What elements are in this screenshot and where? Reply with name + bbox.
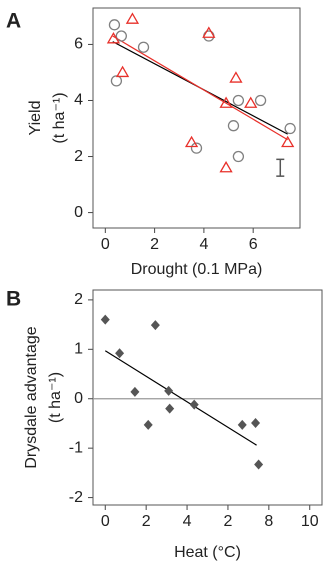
x-tick-label: 4 [183, 513, 192, 530]
y-tick-label: 4 [74, 92, 83, 109]
panel-label: B [6, 288, 21, 311]
point [115, 348, 125, 359]
x-tick-label: 0 [101, 513, 110, 530]
y-tick-label: 1 [74, 341, 83, 358]
y-axis-label: (t ha⁻¹) [47, 372, 64, 423]
x-tick-label: 4 [199, 236, 208, 253]
y-tick-label: -2 [69, 489, 83, 506]
point [254, 459, 264, 470]
point [232, 150, 245, 163]
y-tick-label: 6 [74, 36, 83, 53]
x-tick-label: 2 [150, 236, 159, 253]
y-axis-label: Yield [27, 101, 44, 136]
x-tick-label: 10 [301, 513, 319, 530]
x-tick-label: 2 [142, 513, 151, 530]
point [137, 41, 150, 53]
panel-label: A [6, 10, 21, 33]
point [190, 142, 203, 154]
x-tick-label: 0 [101, 236, 110, 253]
point [202, 26, 216, 38]
point [165, 403, 175, 414]
point [189, 399, 199, 410]
point [110, 75, 123, 87]
y-tick-label: 0 [74, 204, 83, 221]
point [254, 94, 267, 107]
y-tick-label: 0 [74, 390, 83, 407]
point [143, 419, 153, 430]
point [115, 65, 130, 78]
point [232, 94, 245, 107]
fit-line [112, 35, 288, 141]
y-tick-label: 2 [74, 148, 83, 165]
x-tick-label: 2 [223, 513, 232, 530]
point [150, 320, 160, 331]
point [115, 30, 127, 42]
x-tick-label: 8 [264, 513, 273, 530]
point [164, 385, 174, 396]
point [237, 419, 247, 430]
x-axis-label: Drought (0.1 MPa) [131, 261, 263, 278]
point [251, 417, 261, 428]
point [125, 12, 140, 24]
plot-frame [92, 7, 301, 229]
point [184, 135, 199, 148]
point [108, 19, 121, 31]
fit-line [104, 350, 257, 446]
point [244, 96, 258, 108]
y-tick-label: 2 [74, 291, 83, 308]
point [219, 160, 233, 173]
point [281, 135, 295, 148]
plot-frame [92, 289, 323, 506]
point [229, 71, 243, 83]
x-axis-label: Heat (°C) [174, 544, 241, 561]
point [100, 314, 110, 325]
point [284, 122, 296, 135]
x-tick-label: 6 [249, 236, 258, 253]
y-axis-label: (t ha⁻¹) [51, 92, 68, 143]
point [227, 120, 240, 132]
point [219, 96, 233, 108]
y-axis-label: Drysdale advantage [23, 326, 40, 468]
point [106, 32, 121, 44]
y-tick-label: -1 [69, 439, 83, 456]
point [130, 386, 140, 397]
